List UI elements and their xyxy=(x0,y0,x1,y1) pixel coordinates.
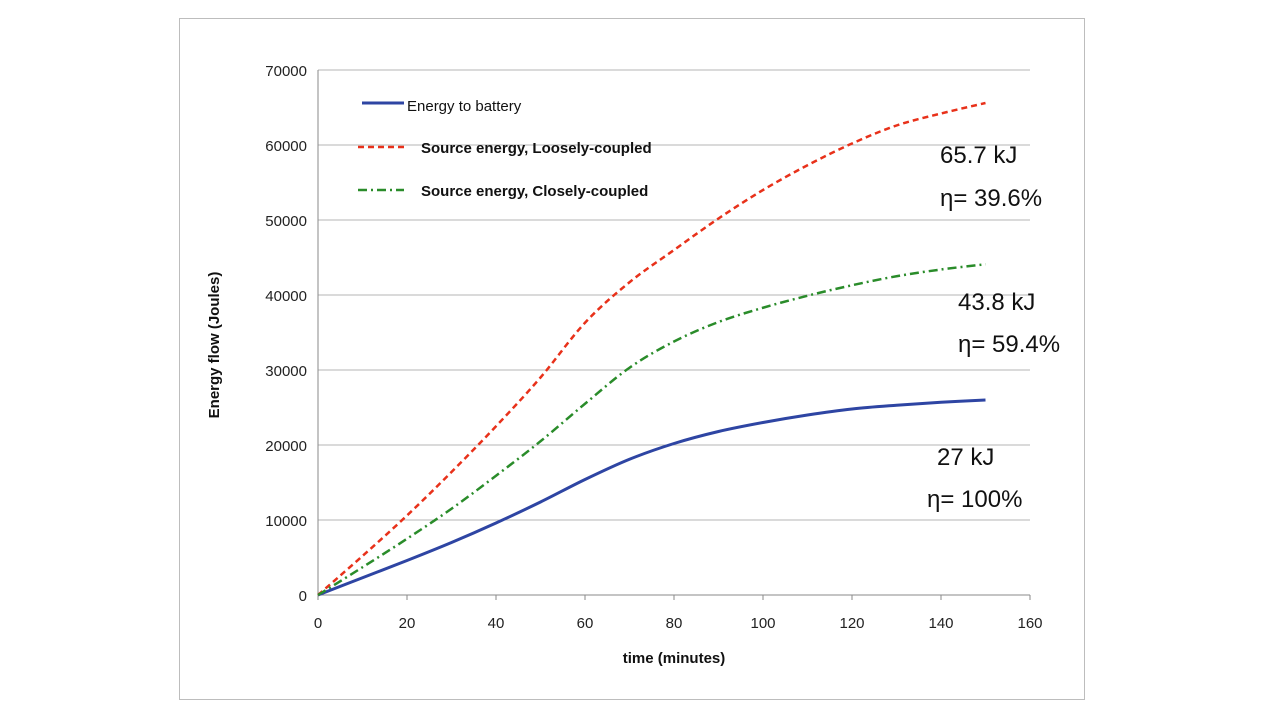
x-tick-label: 120 xyxy=(839,615,864,632)
y-tick-label: 40000 xyxy=(265,288,307,305)
series-line-2 xyxy=(317,263,986,597)
x-tick-label: 0 xyxy=(314,615,322,632)
annotation-battery-energy: 27 kJ xyxy=(937,444,994,471)
series-line-1 xyxy=(317,101,986,596)
legend-label-closely-coupled: Source energy, Closely-coupled xyxy=(421,183,648,200)
annotation-closely-efficiency: η= 59.4% xyxy=(958,331,1060,358)
chart-frame xyxy=(179,18,1085,700)
x-tick-label: 80 xyxy=(666,615,683,632)
legend-label-energy-to-battery: Energy to battery xyxy=(407,98,522,115)
y-axis-label: Energy flow (Joules) xyxy=(206,272,223,419)
x-tick-label: 140 xyxy=(928,615,953,632)
y-tick-label: 50000 xyxy=(265,213,307,230)
y-tick-label: 0 xyxy=(299,588,307,605)
legend-label-loosely-coupled: Source energy, Loosely-coupled xyxy=(421,140,652,157)
legend: Energy to battery Source energy, Loosely… xyxy=(358,98,652,200)
y-tick-label: 70000 xyxy=(265,63,307,80)
annotation-loosely-efficiency: η= 39.6% xyxy=(940,185,1042,212)
annotation-loosely-energy: 65.7 kJ xyxy=(940,142,1017,169)
y-tick-label: 20000 xyxy=(265,438,307,455)
series-line-0 xyxy=(317,398,986,597)
y-tick-label: 60000 xyxy=(265,138,307,155)
grid-layer xyxy=(318,69,1030,521)
annotation-layer: 65.7 kJ η= 39.6% 43.8 kJ η= 59.4% 27 kJ … xyxy=(927,142,1060,513)
y-tick-label: 30000 xyxy=(265,363,307,380)
annotation-battery-efficiency: η= 100% xyxy=(927,486,1022,513)
x-tick-label: 160 xyxy=(1017,615,1042,632)
x-tick-label: 40 xyxy=(488,615,505,632)
series-layer xyxy=(317,101,986,597)
x-tick-label: 60 xyxy=(577,615,594,632)
axis-layer: 0 10000 20000 30000 40000 50000 60000 70000 0 20 4… xyxy=(265,63,1042,632)
x-tick-label: 100 xyxy=(750,615,775,632)
y-tick-label: 10000 xyxy=(265,513,307,530)
x-tick-label: 20 xyxy=(399,615,416,632)
annotation-closely-energy: 43.8 kJ xyxy=(958,289,1035,316)
x-axis-label: time (minutes) xyxy=(623,650,726,667)
